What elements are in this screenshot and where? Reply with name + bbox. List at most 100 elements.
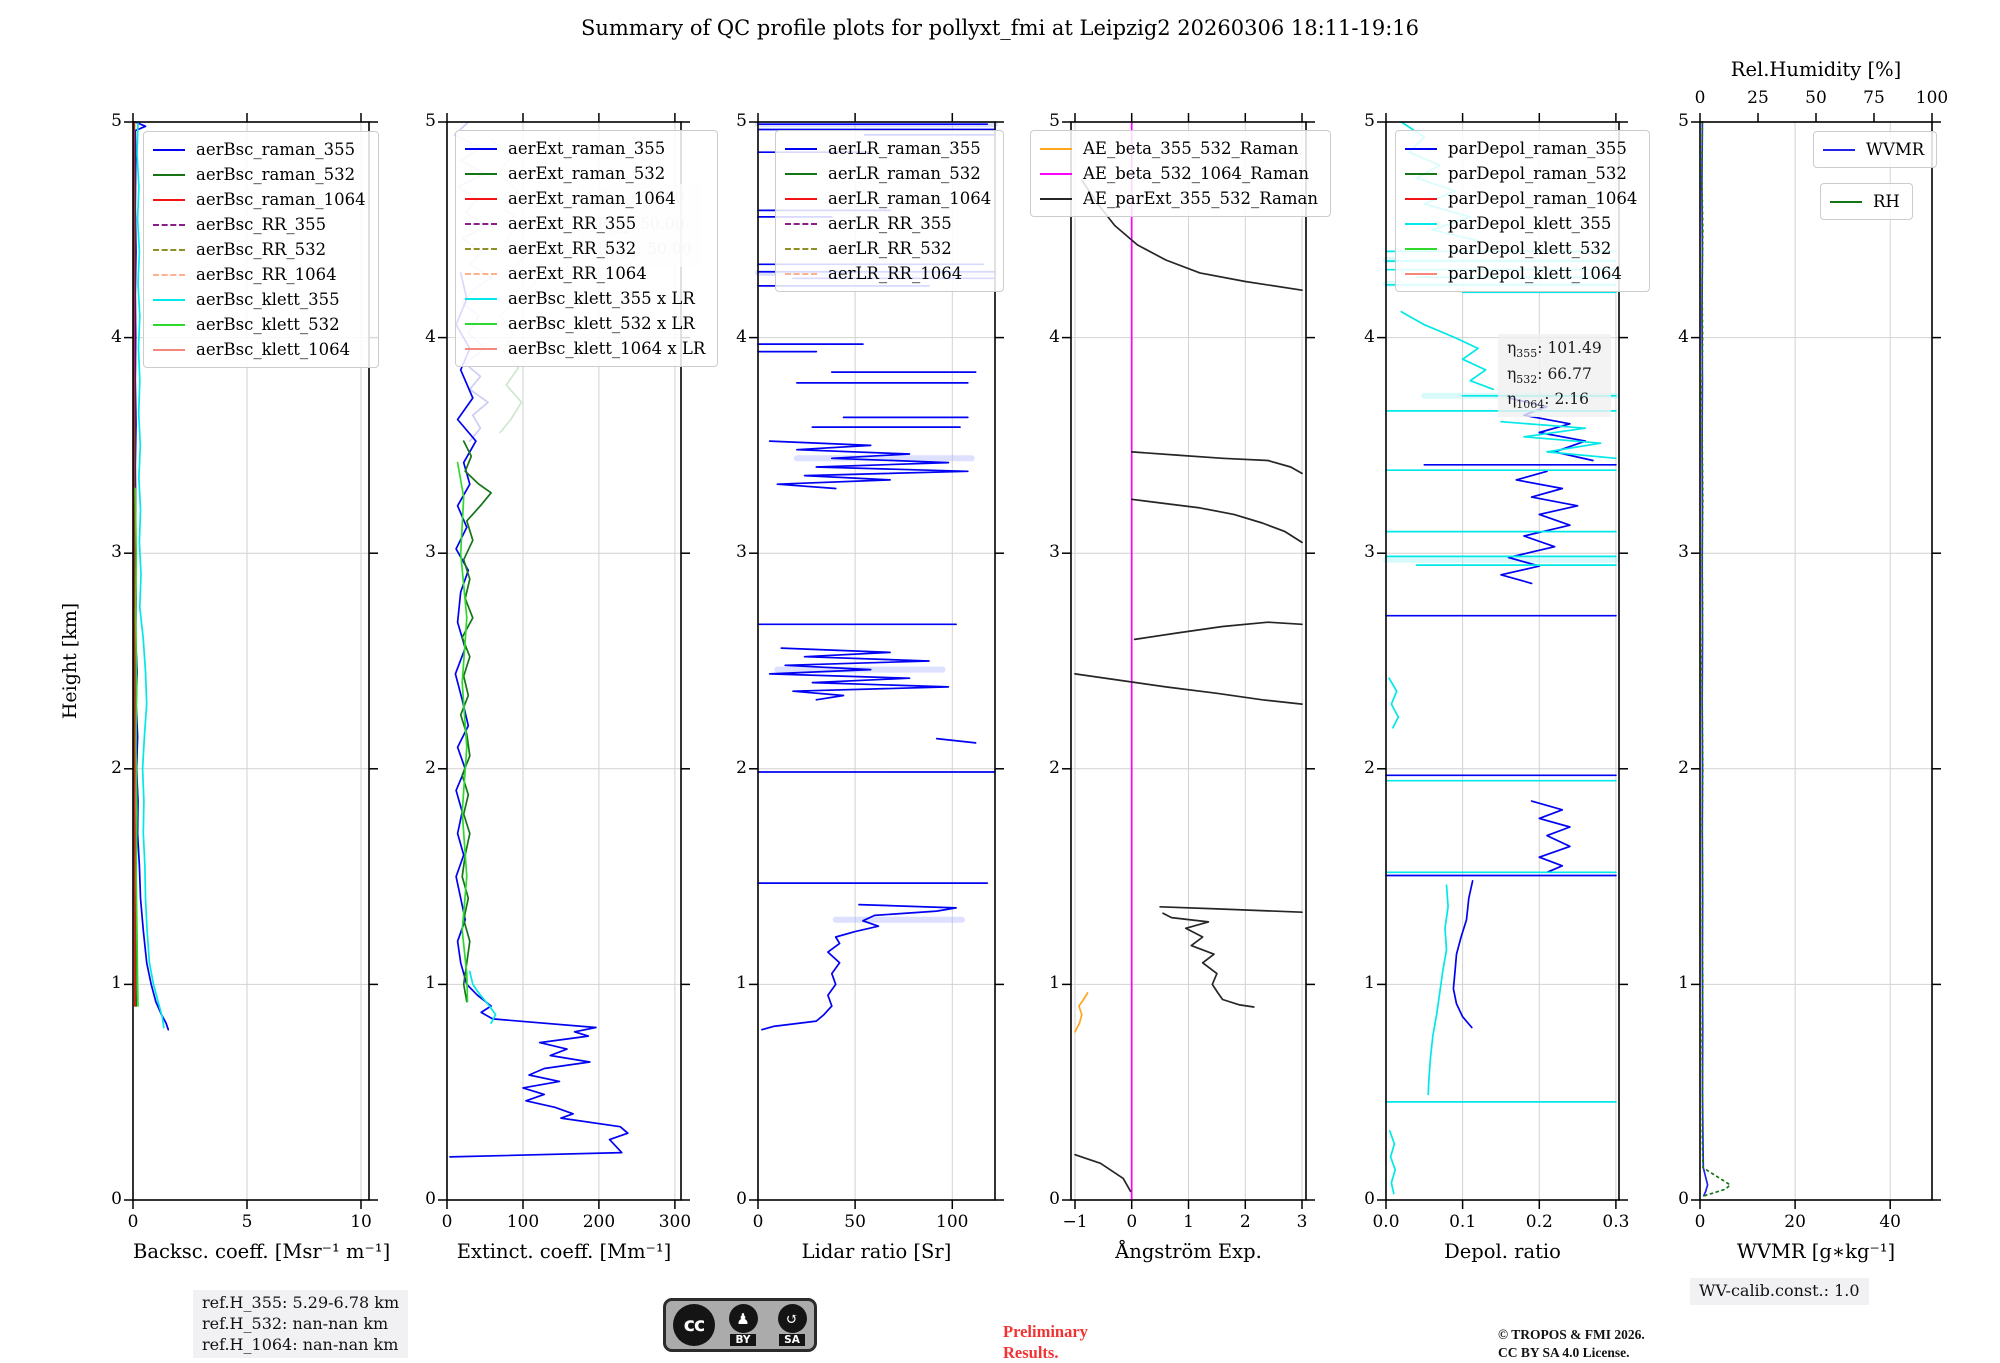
legend-label: aerBsc_klett_532 x LR bbox=[508, 314, 695, 333]
y-tick-label: 0 bbox=[1049, 1189, 1060, 1209]
legend-label: aerLR_RR_532 bbox=[828, 239, 952, 258]
y-tick-label: 1 bbox=[111, 973, 122, 994]
legend-label: aerBsc_raman_532 bbox=[196, 165, 356, 184]
x-tick-label: 3 bbox=[1296, 1212, 1308, 1232]
legend-label: aerBsc_RR_1064 bbox=[196, 265, 337, 284]
legend-label: aerExt_RR_532 bbox=[508, 239, 637, 258]
legend-label: aerExt_RR_1064 bbox=[508, 264, 647, 283]
legend-line-sample bbox=[1040, 147, 1072, 150]
legend-item: aerBsc_RR_1064 bbox=[153, 262, 366, 287]
legend-line-sample bbox=[785, 147, 817, 150]
y-tick-label: 0 bbox=[736, 1189, 747, 1209]
legend-line-sample bbox=[153, 198, 185, 201]
ref-h-532: ref.H_532: nan-nan km bbox=[202, 1313, 389, 1333]
y-tick-label: 3 bbox=[1049, 542, 1060, 563]
legend-label: aerBsc_raman_1064 bbox=[196, 190, 366, 209]
x-tick-label: −1 bbox=[1062, 1212, 1088, 1232]
legend-line-sample bbox=[153, 248, 185, 251]
legend-item: AE_beta_355_532_Raman bbox=[1040, 136, 1318, 161]
legend-line-sample bbox=[1405, 147, 1437, 150]
legend-line-sample bbox=[465, 297, 497, 300]
y-tick-label: 4 bbox=[425, 326, 436, 347]
legend-line-sample bbox=[465, 197, 497, 200]
legend-line-sample bbox=[785, 172, 817, 175]
legend-item: RH bbox=[1830, 189, 1900, 214]
y-tick-label: 5 bbox=[1364, 111, 1375, 131]
legend-item: WVMR bbox=[1823, 137, 1924, 162]
x-tick-label: 0 bbox=[752, 1212, 764, 1232]
legend-item: aerBsc_raman_1064 bbox=[153, 187, 366, 212]
y-tick-label: 0 bbox=[111, 1189, 122, 1209]
legend-label: parDepol_klett_532 bbox=[1448, 239, 1612, 258]
legend-label: parDepol_klett_1064 bbox=[1448, 264, 1622, 283]
x-tick-label: 40 bbox=[1879, 1212, 1901, 1232]
backscatter-legend: aerBsc_raman_355 aerBsc_raman_532 aerBsc_r… bbox=[143, 131, 379, 368]
y-tick-label: 5 bbox=[111, 111, 122, 131]
angstrom-panel: −1 0 1 2 3 0 1 2 3 4 5 Ångström Exp. AE_beta_355_532… bbox=[1030, 111, 1331, 1263]
preliminary-line2: Results. bbox=[1003, 1342, 1059, 1362]
wvmr-panel: 0 20 40 0 25 50 75 100 0 1 2 3 4 5 WVMR [g∗kg⁻¹] Rel.Hu… bbox=[1678, 58, 1948, 1263]
wvmr-legend: RH bbox=[1820, 183, 1913, 220]
legend-line-sample bbox=[465, 172, 497, 175]
x-tick-label: 0.0 bbox=[1372, 1212, 1400, 1232]
x-tick-label: 200 bbox=[582, 1212, 616, 1232]
backscatter-plot-svg bbox=[124, 113, 378, 1209]
legend-label: aerExt_RR_355 bbox=[508, 214, 637, 233]
angstrom-axis-label: Ångström Exp. bbox=[1115, 1240, 1262, 1263]
y-tick-label: 2 bbox=[1364, 757, 1375, 778]
y-tick-label: 5 bbox=[1049, 111, 1060, 131]
legend-line-sample bbox=[1830, 200, 1862, 203]
legend-label: AE_beta_355_532_Raman bbox=[1083, 139, 1299, 158]
legend-line-sample bbox=[465, 347, 497, 350]
legend-line-sample bbox=[785, 197, 817, 200]
legend-item: aerBsc_klett_532 bbox=[153, 312, 366, 337]
top-x-tick-label: 100 bbox=[1915, 88, 1949, 108]
legend-item: aerExt_raman_1064 bbox=[465, 186, 705, 211]
legend-line-sample bbox=[153, 273, 185, 276]
y-tick-label: 2 bbox=[111, 757, 122, 778]
annotation-line: η1064: 2.16 bbox=[1507, 390, 1589, 412]
y-tick-label: 2 bbox=[425, 757, 436, 778]
legend-item: parDepol_raman_532 bbox=[1405, 161, 1637, 186]
top-x-tick-label: 25 bbox=[1747, 88, 1769, 108]
legend-item: AE_parExt_355_532_Raman bbox=[1040, 186, 1318, 211]
legend-line-sample bbox=[465, 247, 497, 250]
y-tick-label: 4 bbox=[736, 326, 747, 347]
legend-line-sample bbox=[465, 222, 497, 225]
legend-label: aerBsc_klett_1064 bbox=[196, 340, 351, 359]
annotation-line: η532: 66.77 bbox=[1507, 364, 1592, 386]
reference-height-box: ref.H_355: 5.29-6.78 km ref.H_532: nan-n… bbox=[193, 1290, 409, 1359]
backscatter-panel: 0 5 10 0 1 2 3 4 5 Backsc. coeff. [Msr⁻¹ m⁻¹] aerB… bbox=[111, 111, 390, 1263]
preliminary-results-note: Preliminary Results. bbox=[1003, 1322, 1088, 1363]
lidar-ratio-legend: aerLR_raman_355 aerLR_raman_532 aerLR_rama… bbox=[775, 130, 1005, 292]
y-tick-label: 4 bbox=[1678, 326, 1689, 347]
wvmr-legend: WVMR bbox=[1813, 131, 1938, 168]
wvmr-top-axis-label: Rel.Humidity [%] bbox=[1730, 58, 1902, 81]
legend-label: aerLR_raman_532 bbox=[828, 164, 981, 183]
y-tick-label: 3 bbox=[111, 542, 122, 563]
legend-item: aerBsc_klett_355 x LR bbox=[465, 286, 705, 311]
x-tick-label: 300 bbox=[658, 1212, 692, 1232]
legend-item: aerExt_raman_355 bbox=[465, 136, 705, 161]
top-x-tick-label: 0 bbox=[1694, 88, 1706, 108]
legend-line-sample bbox=[153, 223, 185, 226]
legend-line-sample bbox=[153, 298, 185, 301]
legend-label: WVMR bbox=[1866, 140, 1925, 159]
x-tick-label: 2 bbox=[1239, 1212, 1251, 1232]
legend-label: aerExt_raman_532 bbox=[508, 164, 666, 183]
wvmr-axis-label: WVMR [g∗kg⁻¹] bbox=[1736, 1240, 1896, 1263]
legend-line-sample bbox=[1040, 197, 1072, 200]
legend-label: aerLR_raman_1064 bbox=[828, 189, 992, 208]
legend-item: aerLR_raman_532 bbox=[785, 161, 991, 186]
x-tick-label: 0 bbox=[127, 1212, 139, 1232]
legend-label: aerExt_raman_355 bbox=[508, 139, 666, 158]
wv-calibration-box: WV-calib.const.: 1.0 bbox=[1690, 1278, 1869, 1305]
cc-by-label: BY bbox=[730, 1334, 756, 1346]
y-tick-label: 1 bbox=[1364, 973, 1375, 994]
legend-line-sample bbox=[1823, 148, 1855, 151]
x-tick-label: 100 bbox=[936, 1212, 969, 1232]
legend-item: aerLR_raman_355 bbox=[785, 136, 991, 161]
x-tick-label: 0.2 bbox=[1525, 1212, 1553, 1232]
y-tick-label: 5 bbox=[425, 111, 436, 131]
legend-item: aerExt_RR_1064 bbox=[465, 261, 705, 286]
